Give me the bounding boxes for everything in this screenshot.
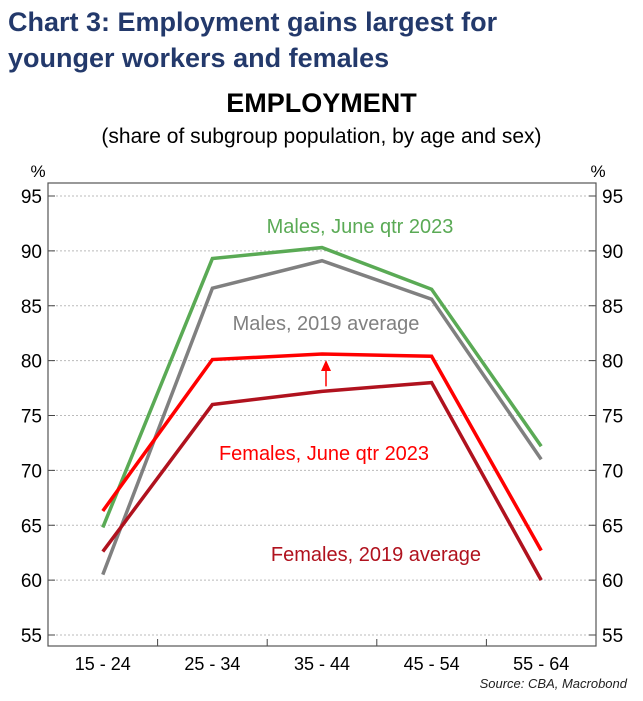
series-label-1: Males, 2019 average — [233, 313, 420, 335]
series-line-1 — [101, 258, 543, 576]
y-tick-label-left: 55 — [21, 626, 42, 647]
series-label-0: Males, June qtr 2023 — [267, 216, 454, 238]
y-tick-label-left: 60 — [21, 571, 42, 592]
series-label-2: Females, June qtr 2023 — [219, 443, 429, 465]
chart-title: EMPLOYMENT — [226, 88, 417, 118]
y-tick-label-left: 70 — [21, 461, 42, 482]
source-note: Source: CBA, Macrobond — [479, 676, 627, 691]
series-label-3: Females, 2019 average — [271, 544, 481, 566]
y-unit-right: % — [590, 162, 605, 181]
y-tick-label-right: 90 — [602, 242, 623, 263]
y-tick-label-right: 95 — [602, 187, 623, 208]
series-line-0 — [101, 245, 543, 529]
y-tick-label-right: 85 — [602, 297, 623, 318]
chart-heading: Chart 3: Employment gains largest for yo… — [8, 4, 497, 76]
series-line-2 — [101, 352, 543, 552]
y-tick-label-left: 85 — [21, 297, 42, 318]
chart-subtitle: (share of subgroup population, by age an… — [101, 125, 542, 148]
x-tick-label: 15 - 24 — [75, 654, 131, 674]
y-tick-label-right: 75 — [602, 407, 623, 428]
y-unit-left: % — [30, 162, 45, 181]
x-tick-label: 55 - 64 — [513, 654, 569, 674]
y-tick-label-right: 55 — [602, 626, 623, 647]
series-line-3 — [101, 380, 543, 581]
y-tick-label-right: 80 — [602, 352, 623, 373]
y-tick-label-left: 75 — [21, 407, 42, 428]
annotation-arrow-head — [321, 360, 331, 372]
x-tick-label: 45 - 54 — [404, 654, 460, 674]
y-tick-label-right: 60 — [602, 571, 623, 592]
x-tick-label: 25 - 34 — [184, 654, 240, 674]
heading-line-2: younger workers and females — [8, 43, 390, 73]
y-tick-label-left: 80 — [21, 352, 42, 373]
y-tick-label-left: 95 — [21, 187, 42, 208]
y-tick-label-left: 65 — [21, 516, 42, 537]
y-tick-label-right: 70 — [602, 461, 623, 482]
y-tick-label-right: 65 — [602, 516, 623, 537]
x-tick-label: 35 - 44 — [294, 654, 350, 674]
heading-line-1: Chart 3: Employment gains largest for — [8, 7, 498, 37]
plot-frame — [47, 182, 597, 647]
y-tick-label-left: 90 — [21, 242, 42, 263]
